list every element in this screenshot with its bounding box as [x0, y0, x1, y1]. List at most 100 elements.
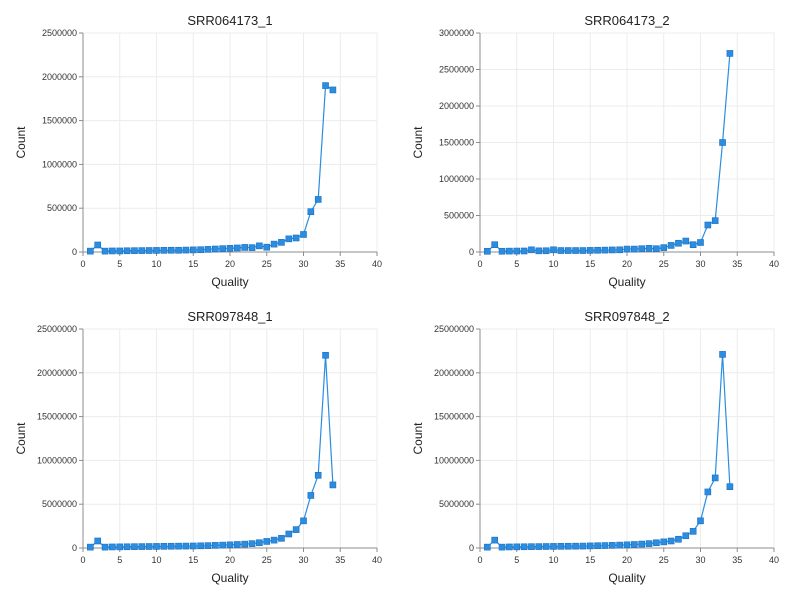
series-line	[89, 355, 334, 548]
data-point	[116, 543, 124, 551]
data-point	[219, 541, 226, 549]
data-point	[94, 241, 101, 249]
x-tick-label: 25	[659, 555, 669, 565]
data-point	[109, 543, 116, 551]
data-point	[542, 247, 550, 255]
x-tick-label: 35	[732, 555, 742, 565]
data-point	[623, 245, 631, 253]
data-point	[145, 543, 153, 550]
chart-panel-1: 0 5 10 15 20 25 30 35 40 0 500000 1000000 1500000 200…	[14, 13, 382, 289]
data-point	[711, 474, 719, 482]
data-point	[204, 246, 212, 253]
y-tick-label: 2000000	[439, 101, 474, 111]
data-point	[160, 543, 168, 550]
data-point	[292, 234, 300, 242]
data-point	[285, 235, 293, 243]
x-tick-label: 20	[225, 259, 235, 269]
x-tick-label: 30	[695, 555, 705, 565]
data-point	[263, 538, 271, 545]
data-point	[557, 247, 565, 254]
data-point	[256, 539, 263, 547]
data-point	[601, 246, 609, 254]
y-tick-label: 1000000	[42, 159, 77, 169]
data-point	[675, 535, 682, 543]
data-point	[711, 217, 719, 224]
data-point	[153, 247, 160, 254]
data-point	[572, 542, 579, 550]
data-point	[675, 239, 682, 247]
data-point	[719, 351, 726, 358]
data-point	[300, 517, 307, 525]
x-tick-label: 25	[262, 259, 272, 269]
x-tick-label: 0	[80, 555, 85, 565]
data-point	[653, 539, 660, 547]
data-point	[542, 543, 550, 550]
x-tick-label: 25	[659, 259, 669, 269]
y-axis-label: Count	[14, 422, 28, 455]
y-tick-label: 15000000	[37, 412, 77, 422]
data-point	[87, 543, 94, 551]
chart-title: SRR064173_2	[584, 13, 669, 28]
data-point	[101, 543, 109, 551]
x-tick-label: 5	[514, 555, 519, 565]
data-point	[623, 541, 631, 549]
data-point	[204, 542, 212, 549]
y-tick-label: 0	[72, 543, 77, 553]
data-point	[484, 543, 491, 551]
data-point	[498, 247, 506, 255]
x-axis-label: Quality	[608, 571, 645, 585]
data-point	[116, 247, 124, 255]
chart-panel-4: 0 5 10 15 20 25 30 35 40 0 5000000 10000000 15000000…	[411, 309, 779, 585]
data-point	[608, 542, 616, 549]
y-tick-label: 2500000	[439, 65, 474, 75]
data-point	[300, 231, 307, 238]
x-tick-label: 40	[769, 259, 779, 269]
data-point	[689, 241, 697, 248]
data-point	[167, 542, 175, 550]
data-point	[167, 246, 175, 254]
data-point	[520, 543, 528, 551]
data-point	[631, 245, 638, 253]
data-point	[638, 540, 646, 548]
x-tick-label: 0	[477, 555, 482, 565]
y-tick-label: 1500000	[42, 116, 77, 126]
data-point	[285, 530, 293, 538]
y-tick-label: 5000000	[439, 499, 474, 509]
x-tick-label: 15	[188, 259, 198, 269]
data-point	[682, 532, 690, 540]
data-point	[594, 542, 601, 550]
data-point	[616, 246, 623, 254]
data-point	[645, 245, 653, 252]
data-point	[278, 535, 285, 542]
data-point	[719, 139, 726, 146]
data-point	[138, 543, 146, 550]
data-point	[484, 247, 491, 255]
data-point	[123, 247, 131, 255]
x-tick-label: 0	[80, 259, 85, 269]
x-tick-label: 30	[298, 555, 308, 565]
y-tick-label: 20000000	[434, 368, 474, 378]
y-tick-label: 10000000	[37, 455, 77, 465]
data-point	[697, 517, 704, 525]
data-point	[491, 241, 499, 248]
y-axis-label: Count	[411, 126, 425, 159]
x-tick-label: 5	[514, 259, 519, 269]
data-point	[182, 542, 190, 550]
data-point	[535, 247, 543, 255]
data-point	[322, 351, 329, 359]
data-point	[307, 492, 315, 499]
data-point	[564, 542, 572, 550]
data-point	[182, 246, 190, 254]
data-point	[292, 526, 300, 533]
x-tick-label: 35	[335, 259, 345, 269]
data-point	[704, 488, 712, 496]
data-point	[498, 543, 506, 551]
y-tick-label: 2000000	[42, 72, 77, 82]
data-point	[653, 245, 660, 253]
data-point	[263, 243, 271, 251]
data-point	[579, 247, 587, 254]
data-point	[513, 543, 521, 551]
x-tick-label: 15	[585, 259, 595, 269]
y-tick-label: 500000	[444, 211, 474, 221]
data-point	[241, 540, 248, 548]
